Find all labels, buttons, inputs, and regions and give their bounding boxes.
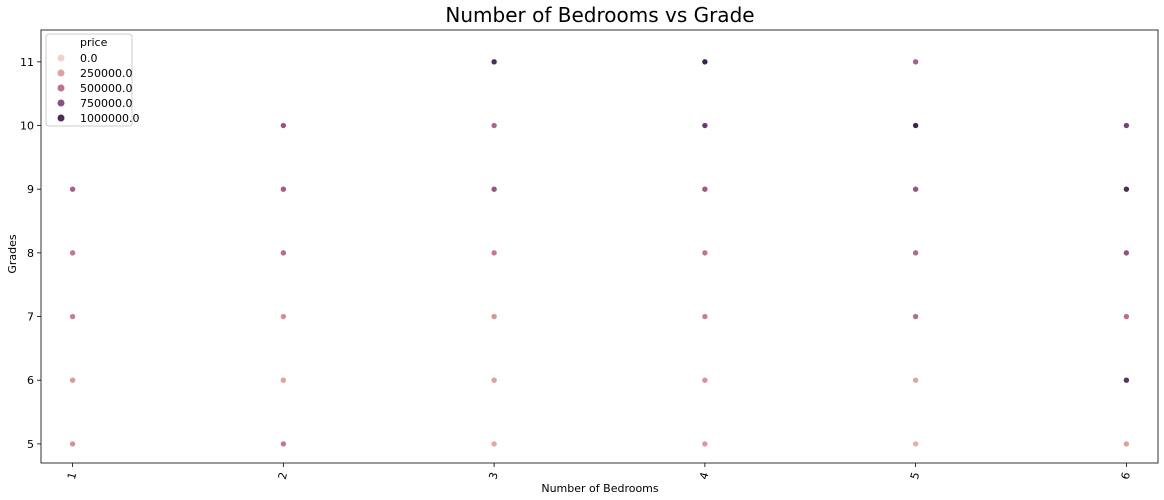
legend-marker (57, 69, 65, 77)
scatter-point (490, 440, 498, 448)
scatter-point (701, 122, 709, 129)
legend-marker (57, 99, 65, 107)
x-tick-label: 4 (697, 471, 711, 481)
legend-title: price (80, 36, 108, 49)
scatter-point (701, 376, 709, 384)
legend-label: 250000.0 (80, 67, 133, 80)
y-tick-label: 9 (27, 183, 34, 196)
scatter-point (69, 249, 76, 257)
x-tick-label: 1 (65, 471, 79, 481)
scatter-point (69, 376, 76, 384)
scatter-point (1123, 376, 1130, 384)
scatter-point (912, 313, 919, 320)
scatter-point (69, 440, 76, 448)
x-tick-label: 2 (276, 471, 290, 481)
scatter-point (280, 313, 287, 320)
scatter-point (701, 249, 709, 257)
legend: price 0.0 250000.0 500000.0 750000.0 1000000… (45, 33, 140, 127)
chart-title: Number of Bedrooms vs Grade (445, 3, 754, 27)
x-tick-label: 5 (908, 471, 922, 481)
data-points (69, 58, 1130, 448)
scatter-point (490, 122, 498, 129)
scatter-point (912, 185, 919, 193)
x-tick-label: 3 (486, 471, 500, 481)
scatter-point (490, 58, 498, 66)
scatter-point (490, 376, 498, 384)
y-axis-label: Grades (6, 234, 19, 274)
scatter-point (280, 122, 287, 129)
y-axis-ticks: 5 6 7 8 9 10 11 (20, 56, 41, 451)
x-tick-label: 6 (1119, 471, 1133, 481)
scatter-point (490, 249, 498, 257)
y-tick-label: 8 (27, 247, 34, 260)
scatter-point (280, 440, 287, 448)
y-tick-label: 11 (20, 56, 34, 69)
legend-marker (57, 54, 65, 62)
scatter-point (912, 440, 919, 448)
scatter-point (490, 185, 498, 193)
scatter-point (69, 313, 76, 320)
y-tick-label: 6 (27, 374, 34, 387)
legend-marker (57, 84, 65, 92)
scatter-point (701, 440, 709, 448)
legend-box (45, 33, 133, 127)
x-axis-label: Number of Bedrooms (541, 482, 659, 495)
legend-label: 1000000.0 (80, 112, 140, 125)
scatter-point (69, 185, 76, 193)
legend-label: 0.0 (80, 52, 98, 65)
scatter-point (912, 376, 919, 384)
scatter-point (490, 313, 498, 320)
y-tick-label: 5 (27, 438, 34, 451)
scatter-point (1123, 185, 1130, 193)
legend-marker (57, 114, 65, 122)
scatter-point (1123, 313, 1130, 320)
plot-frame (40, 29, 1159, 464)
scatter-point (1123, 440, 1130, 448)
legend-label: 500000.0 (80, 82, 133, 95)
scatter-point (701, 185, 709, 193)
scatter-point (912, 122, 919, 129)
scatter-point (280, 249, 287, 257)
scatter-point (912, 58, 919, 66)
scatter-point (701, 313, 709, 320)
scatter-point (701, 58, 709, 66)
x-axis-ticks: 1 2 3 4 5 6 (65, 463, 1133, 481)
scatter-point (1123, 122, 1130, 129)
y-tick-label: 7 (27, 311, 34, 324)
scatter-point (912, 249, 919, 257)
legend-label: 750000.0 (80, 97, 133, 110)
scatter-point (280, 376, 287, 384)
scatter-point (280, 185, 287, 193)
scatter-point (1123, 249, 1130, 257)
y-tick-label: 10 (20, 120, 34, 133)
